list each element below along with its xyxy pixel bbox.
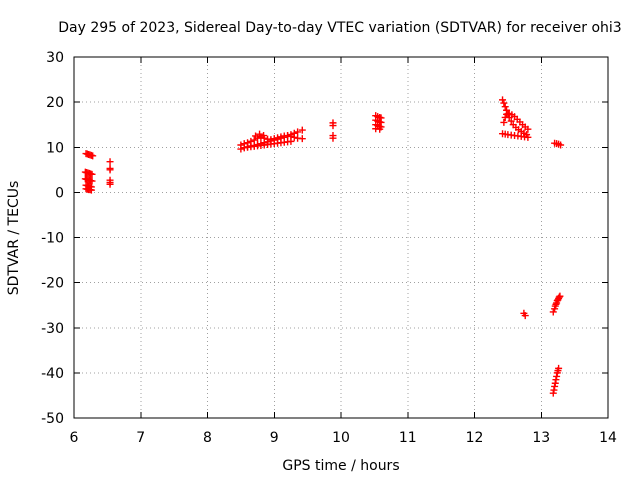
data-point <box>500 118 508 126</box>
data-point <box>106 180 114 188</box>
x-tick-label: 13 <box>532 430 550 446</box>
y-tick-label: 20 <box>46 95 64 111</box>
data-point <box>501 113 509 121</box>
data-point <box>260 132 268 140</box>
x-tick-label: 12 <box>466 430 484 446</box>
data-point <box>252 132 260 140</box>
data-point <box>294 128 302 136</box>
data-point <box>521 312 529 320</box>
y-tick-label: -40 <box>41 366 64 382</box>
x-tick-label: 6 <box>70 430 79 446</box>
data-point <box>499 96 507 104</box>
data-point <box>256 130 264 138</box>
data-point <box>557 141 565 149</box>
y-tick-label: 0 <box>55 185 64 201</box>
chart-title: Day 295 of 2023, Sidereal Day-to-day VTE… <box>58 20 621 36</box>
data-point <box>329 134 337 142</box>
data-point <box>88 177 96 185</box>
y-tick-labels: 30 20 10 0 -10 -20 -30 -40 -50 <box>41 50 64 427</box>
y-tick-label: 10 <box>46 140 64 156</box>
data-point <box>298 126 306 134</box>
data-point <box>555 364 563 372</box>
data-point <box>87 186 95 194</box>
y-tick-label: -20 <box>41 276 64 292</box>
data-point <box>376 125 384 133</box>
data-point <box>89 152 97 160</box>
data-point <box>507 117 515 125</box>
data-point <box>287 137 295 145</box>
data-point <box>284 132 292 140</box>
y-tick-label: -50 <box>41 411 64 427</box>
data-point <box>524 133 532 141</box>
y-tick-label: 30 <box>46 50 64 66</box>
x-tick-labels: 6 7 8 9 10 11 12 13 14 <box>70 430 617 446</box>
y-tick-label: -30 <box>41 321 64 337</box>
x-tick-label: 11 <box>399 430 417 446</box>
data-point <box>290 133 298 141</box>
x-tick-label: 9 <box>270 430 279 446</box>
y-tick-label: -10 <box>41 231 64 247</box>
data-point <box>298 135 306 143</box>
data-point <box>549 308 557 316</box>
x-axis-label: GPS time / hours <box>282 458 399 474</box>
data-point <box>106 166 114 174</box>
x-tick-label: 14 <box>599 430 617 446</box>
data-point <box>501 103 509 111</box>
data-point <box>106 158 114 166</box>
y-axis-label: SDTVAR / TECUs <box>6 181 22 296</box>
data-point <box>88 170 96 178</box>
data-points <box>81 96 565 397</box>
data-point <box>329 122 337 130</box>
data-point <box>500 99 508 107</box>
data-point <box>277 133 285 141</box>
x-tick-label: 7 <box>136 430 145 446</box>
data-point <box>556 292 564 300</box>
grid <box>74 57 608 418</box>
x-tick-label: 8 <box>203 430 212 446</box>
data-point <box>524 125 532 133</box>
ticks <box>73 56 609 419</box>
x-tick-label: 10 <box>332 430 350 446</box>
